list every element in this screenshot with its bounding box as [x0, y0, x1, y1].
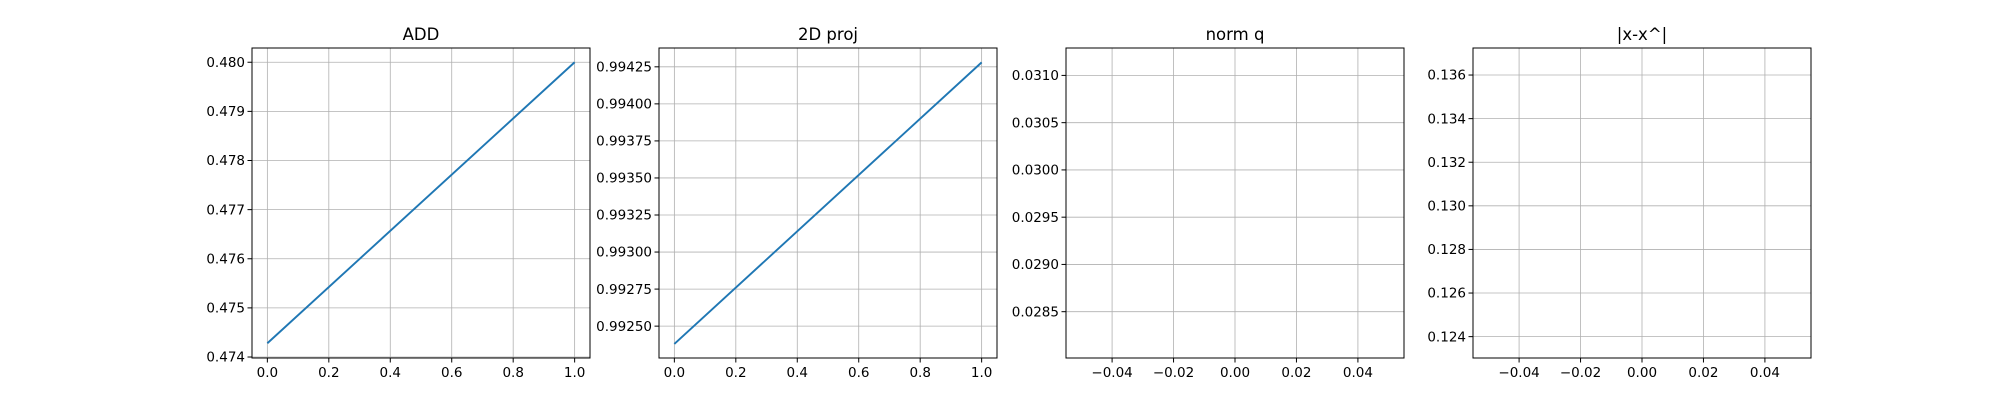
x-tick-label: 0.2 — [725, 365, 746, 381]
y-tick-label: 0.99350 — [596, 171, 652, 187]
x-tick-label: 0.0 — [257, 365, 278, 381]
chart-title: ADD — [403, 25, 440, 44]
y-tick-label: 0.124 — [1427, 329, 1466, 345]
y-tick-label: 0.132 — [1427, 155, 1466, 171]
x-tick-label: 0.4 — [787, 365, 808, 381]
chart-title: norm q — [1206, 25, 1265, 44]
x-tick-label: 1.0 — [564, 365, 585, 381]
x-tick-label: 0.2 — [318, 365, 339, 381]
x-tick-label: 0.0 — [664, 365, 685, 381]
y-tick-label: 0.474 — [206, 350, 245, 366]
x-tick-label: 0.00 — [1220, 365, 1250, 381]
x-tick-label: 1.0 — [971, 365, 992, 381]
y-tick-label: 0.134 — [1427, 111, 1466, 127]
x-tick-label: 0.02 — [1281, 365, 1311, 381]
y-tick-label: 0.130 — [1427, 199, 1466, 215]
subplot-3: −0.04 −0.02 0.00 0.02 0.04 0.0285 0.0290 0.0295… — [1012, 25, 1405, 381]
x-tick-label: 0.8 — [502, 365, 523, 381]
y-tick-label: 0.480 — [206, 55, 245, 71]
chart-title: 2D proj — [798, 25, 858, 44]
y-tick-label: 0.0300 — [1012, 163, 1059, 179]
y-tick-label: 0.99400 — [596, 97, 652, 113]
y-tick-label: 0.126 — [1427, 286, 1466, 302]
x-tick-label: 0.8 — [909, 365, 930, 381]
subplot-2: 0.0 0.2 0.4 0.6 0.8 1.0 0.99250 0.99275 0.99300 0… — [596, 25, 998, 381]
y-tick-label: 0.0285 — [1012, 304, 1059, 320]
y-tick-label: 0.136 — [1427, 68, 1466, 84]
axes-frame — [251, 47, 591, 359]
x-tick-label: −0.02 — [1153, 365, 1194, 381]
x-tick-label: 0.04 — [1343, 365, 1373, 381]
y-tick-label: 0.99375 — [596, 134, 652, 150]
x-tick-label: −0.02 — [1560, 365, 1601, 381]
y-tick-label: 0.477 — [206, 202, 245, 218]
y-tick-label: 0.0295 — [1012, 210, 1059, 226]
x-tick-label: 0.6 — [848, 365, 869, 381]
series-line — [266, 61, 576, 344]
chart-title: |x-x^| — [1617, 25, 1667, 44]
y-tick-label: 0.99250 — [596, 319, 652, 335]
axes-frame — [658, 47, 998, 359]
y-tick-label: 0.478 — [206, 153, 245, 169]
x-tick-label: −0.04 — [1091, 365, 1132, 381]
y-tick-label: 0.99275 — [596, 282, 652, 298]
y-tick-label: 0.128 — [1427, 242, 1466, 258]
x-tick-label: 0.04 — [1750, 365, 1780, 381]
y-tick-label: 0.0305 — [1012, 115, 1059, 131]
y-tick-label: 0.476 — [206, 251, 245, 267]
y-tick-label: 0.475 — [206, 301, 245, 317]
y-tick-label: 0.99300 — [596, 245, 652, 261]
subplot-4: −0.04 −0.02 0.00 0.02 0.04 0.124 0.126 0.128 0.1… — [1427, 25, 1812, 381]
y-tick-label: 0.99425 — [596, 60, 652, 76]
x-tick-label: 0.6 — [441, 365, 462, 381]
y-tick-label: 0.0310 — [1012, 68, 1059, 84]
x-tick-label: 0.00 — [1627, 365, 1657, 381]
x-tick-label: 0.4 — [380, 365, 401, 381]
y-tick-label: 0.479 — [206, 104, 245, 120]
subplot-1: 0.0 0.2 0.4 0.6 0.8 1.0 0.474 0.475 0.476 0.477 0.… — [206, 25, 591, 381]
y-tick-label: 0.0290 — [1012, 257, 1059, 273]
series-line — [673, 61, 983, 345]
x-tick-label: −0.04 — [1498, 365, 1539, 381]
x-tick-label: 0.02 — [1688, 365, 1718, 381]
y-tick-label: 0.99325 — [596, 208, 652, 224]
